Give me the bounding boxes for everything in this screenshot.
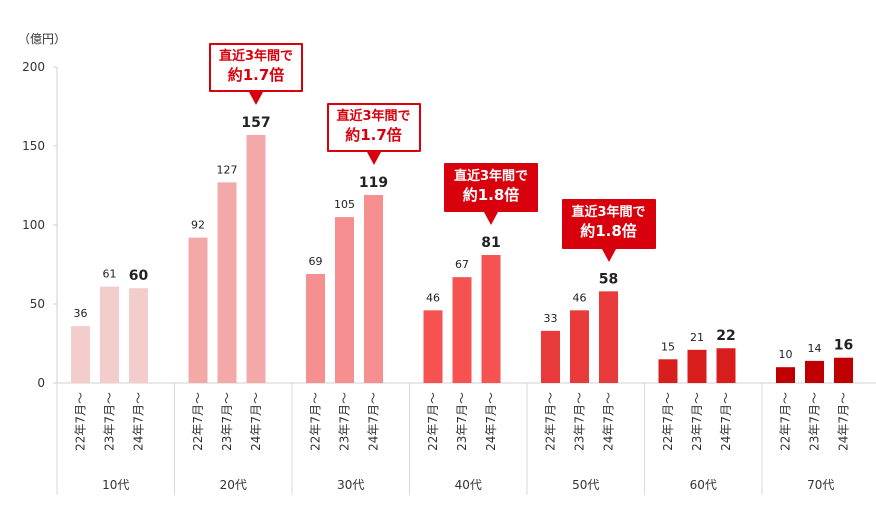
bar	[246, 134, 266, 383]
data-label: 92	[191, 219, 205, 232]
x-category-label: 23年7月～	[455, 392, 469, 451]
data-label: 157	[241, 115, 270, 131]
x-category-label: 24年7月～	[367, 392, 381, 451]
callout-pointer	[366, 152, 381, 166]
y-tick-label: 150	[22, 139, 45, 153]
x-category-label: 23年7月～	[220, 392, 234, 451]
data-label: 81	[481, 235, 500, 251]
y-tick-label: 0	[37, 376, 45, 390]
x-category-label: 23年7月～	[690, 392, 704, 451]
group-label: 60代	[690, 478, 717, 492]
data-label: 21	[690, 331, 704, 344]
x-category-label: 22年7月～	[309, 392, 323, 451]
bar	[716, 348, 736, 383]
data-label: 105	[334, 198, 355, 211]
data-label: 61	[103, 268, 117, 281]
bar	[364, 194, 383, 383]
x-category-label: 24年7月～	[249, 392, 263, 451]
callout-30s-growth: 直近3年間で 約1.7倍	[326, 102, 421, 166]
callout-pointer	[601, 248, 616, 262]
group-label: 20代	[220, 478, 247, 492]
bar	[687, 349, 707, 383]
data-label: 46	[426, 291, 440, 304]
x-category-label: 24年7月～	[602, 392, 616, 451]
data-label: 119	[359, 175, 388, 191]
callout-line2: 約1.8倍	[580, 222, 637, 241]
callout-line2: 約1.7倍	[345, 125, 402, 144]
x-category-label: 23年7月～	[103, 392, 117, 451]
callout-box: 直近3年間で 約1.7倍	[326, 102, 421, 153]
data-label: 10	[779, 348, 793, 361]
y-tick-label: 200	[22, 60, 45, 74]
data-label: 14	[808, 342, 822, 355]
bar	[100, 286, 119, 383]
y-tick-label: 100	[22, 218, 45, 232]
y-tick-label: 50	[30, 297, 45, 311]
bar	[423, 310, 443, 383]
callout-20s-growth: 直近3年間で 約1.7倍	[209, 42, 304, 106]
callout-box: 直近3年間で 約1.8倍	[444, 163, 539, 213]
data-label: 67	[455, 258, 469, 271]
x-category-label: 23年7月～	[573, 392, 587, 451]
group-label: 30代	[337, 478, 364, 492]
x-category-label: 22年7月～	[779, 392, 793, 451]
callout-pointer	[249, 92, 263, 106]
callout-line1: 直近3年間で	[219, 48, 294, 64]
x-category-label: 23年7月～	[808, 392, 822, 451]
data-label: 46	[573, 291, 587, 304]
data-label: 60	[129, 268, 149, 284]
bar	[834, 357, 853, 383]
bar	[776, 367, 795, 383]
data-label: 127	[217, 163, 238, 176]
bar	[452, 277, 472, 383]
data-label: 16	[834, 338, 853, 354]
bar	[335, 217, 354, 383]
bar	[570, 310, 589, 383]
callout-line2: 約1.8倍	[462, 185, 520, 204]
callout-pointer	[484, 212, 498, 226]
callout-line1: 直近3年間で	[454, 169, 529, 185]
x-category-label: 23年7月～	[338, 392, 352, 451]
callout-50s-growth: 直近3年間で 約1.8倍	[561, 199, 656, 262]
x-category-label: 24年7月～	[719, 392, 733, 451]
data-label: 33	[544, 312, 558, 325]
x-category-label: 24年7月～	[132, 392, 146, 451]
bar	[188, 237, 208, 383]
data-label: 36	[74, 307, 88, 320]
x-category-label: 24年7月～	[484, 392, 498, 451]
bar	[805, 360, 824, 383]
bar	[129, 288, 148, 383]
x-category-label: 22年7月～	[426, 392, 440, 451]
data-label: 69	[309, 255, 323, 268]
bar	[658, 359, 678, 383]
callout-box: 直近3年間で 約1.7倍	[209, 42, 304, 93]
x-category-label: 24年7月～	[837, 392, 851, 451]
group-label: 70代	[807, 478, 834, 492]
callout-line2: 約1.7倍	[227, 65, 285, 84]
group-label: 40代	[455, 478, 482, 492]
group-label: 10代	[102, 478, 129, 492]
callout-line1: 直近3年間で	[336, 108, 411, 124]
bar	[599, 291, 618, 383]
bar	[481, 255, 501, 383]
data-label: 58	[599, 271, 618, 287]
x-category-label: 22年7月～	[544, 392, 558, 451]
bar	[217, 182, 237, 383]
x-category-label: 22年7月～	[661, 392, 675, 451]
data-label: 15	[661, 340, 675, 353]
x-category-label: 22年7月～	[74, 392, 88, 451]
bar	[541, 330, 560, 383]
callout-40s-growth: 直近3年間で 約1.8倍	[444, 163, 539, 226]
bar	[71, 326, 90, 383]
callout-box: 直近3年間で 約1.8倍	[561, 199, 656, 249]
bar	[306, 273, 325, 383]
x-category-label: 22年7月～	[191, 392, 205, 451]
callout-line1: 直近3年間で	[571, 205, 646, 221]
y-axis-unit-label: （億円）	[18, 32, 67, 46]
group-label: 50代	[572, 478, 599, 492]
data-label: 22	[716, 328, 735, 344]
